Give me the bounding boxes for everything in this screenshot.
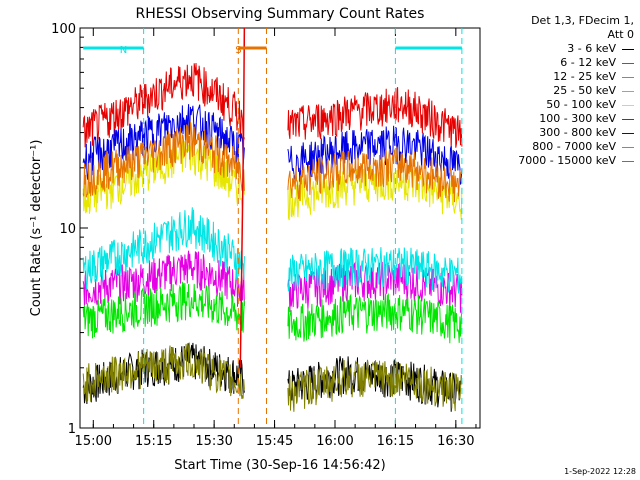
x-tick-label: 15:30 <box>195 434 232 449</box>
series-line-6 <box>82 104 245 180</box>
chart-title: RHESSI Observing Summary Count Rates <box>136 6 425 22</box>
legend-swatch <box>622 132 634 134</box>
legend-label: 800 - 7000 keV <box>532 140 616 153</box>
legend-swatch <box>622 48 634 50</box>
x-axis-label: Start Time (30-Sep-16 14:56:42) <box>174 458 385 473</box>
x-tick-label: 16:30 <box>437 434 474 449</box>
series-line-0 <box>82 342 245 405</box>
series-line-1 <box>82 250 245 309</box>
x-tick-label: 15:45 <box>256 434 293 449</box>
series-line-8 <box>287 359 463 412</box>
legend-item: 7000 - 15000 keV <box>464 154 634 168</box>
legend-swatch <box>622 62 634 64</box>
series-line-8 <box>82 342 245 402</box>
legend-item: 6 - 12 keV <box>464 56 634 70</box>
legend: Det 1,3, FDecim 1, Att 0 3 - 6 keV 6 - 12… <box>464 14 634 168</box>
flare-spike <box>239 27 246 368</box>
legend-label: 25 - 50 keV <box>553 84 616 97</box>
legend-swatch <box>622 90 634 92</box>
legend-label: 100 - 300 keV <box>539 112 616 125</box>
legend-item: 50 - 100 keV <box>464 98 634 112</box>
x-tick-label: 15:00 <box>75 434 112 449</box>
legend-label: 6 - 12 keV <box>560 56 616 69</box>
legend-swatch <box>622 76 634 78</box>
x-tick-label: 15:15 <box>135 434 172 449</box>
legend-items: 3 - 6 keV 6 - 12 keV 12 - 25 keV 25 - 50 ke… <box>464 42 634 168</box>
legend-item: 100 - 300 keV <box>464 112 634 126</box>
flag-label: N <box>120 45 127 56</box>
flag-label: S <box>235 45 241 56</box>
series-line-7 <box>287 146 463 203</box>
legend-item: 800 - 7000 keV <box>464 140 634 154</box>
legend-header-2: Att 0 <box>607 28 634 41</box>
x-tick-label: 16:15 <box>377 434 414 449</box>
y-tick-label: 10 <box>59 222 76 237</box>
y-tick-label: 100 <box>51 22 76 37</box>
legend-item: 25 - 50 keV <box>464 84 634 98</box>
y-tick-label: 1 <box>68 422 76 437</box>
legend-label: 50 - 100 keV <box>546 98 616 111</box>
series-line-7 <box>82 121 245 198</box>
legend-item: 3 - 6 keV <box>464 42 634 56</box>
legend-label: 7000 - 15000 keV <box>518 154 616 167</box>
legend-swatch <box>622 160 634 162</box>
series-line-5 <box>287 87 463 151</box>
legend-label: 300 - 800 keV <box>539 126 616 139</box>
legend-swatch <box>622 118 634 120</box>
series-line-2 <box>82 281 245 339</box>
legend-swatch <box>622 104 634 106</box>
y-axis-label: Count Rate (s⁻¹ detector⁻¹) <box>29 140 44 317</box>
legend-item: 300 - 800 keV <box>464 126 634 140</box>
timestamp: 1-Sep-2022 12:28 <box>564 467 636 476</box>
legend-item: 12 - 25 keV <box>464 70 634 84</box>
series-line-3 <box>82 207 245 290</box>
plot-area: 1 10 100 15:00 15:15 15:30 15:45 16:00 16:15 16:3… <box>51 22 481 449</box>
x-tick-label: 16:00 <box>316 434 353 449</box>
series-line-5 <box>82 62 245 148</box>
legend-swatch <box>622 146 634 148</box>
series-line-4 <box>287 163 463 221</box>
series-line-4 <box>82 138 245 214</box>
legend-header-1: Det 1,3, FDecim 1, <box>531 14 634 27</box>
series-line-3 <box>287 247 463 294</box>
series-line-2 <box>287 292 463 344</box>
legend-label: 12 - 25 keV <box>553 70 616 83</box>
legend-label: 3 - 6 keV <box>567 42 616 55</box>
